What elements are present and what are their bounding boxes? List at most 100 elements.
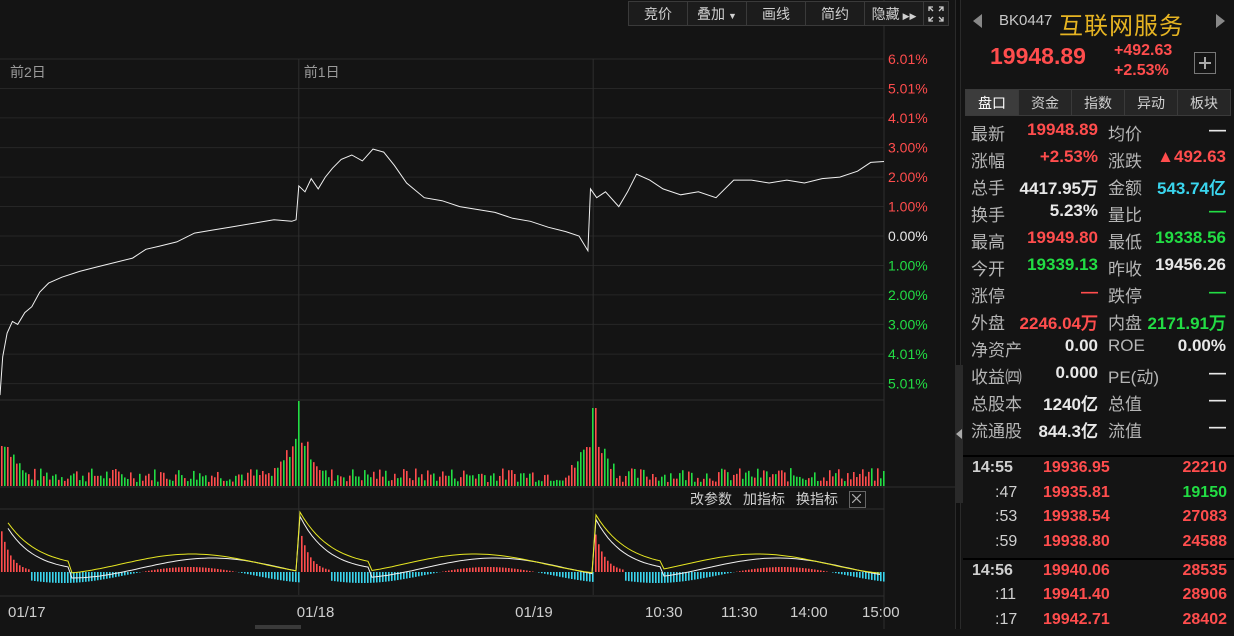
x-tick-label: 15:00 (862, 604, 900, 621)
volume-bar (154, 469, 156, 486)
volume-bar (715, 482, 717, 486)
macd-bar (241, 572, 243, 573)
macd-bar (154, 570, 156, 572)
quote-value: ▲492.63 (1157, 147, 1226, 167)
macd-bar (568, 572, 570, 578)
volume-bar (580, 452, 582, 486)
volume-bar (265, 474, 267, 486)
macd-bar (481, 567, 483, 572)
overlay-dropdown[interactable]: 叠加▼ (687, 1, 747, 26)
volume-bar (52, 476, 54, 486)
scroll-thumb[interactable] (255, 625, 301, 629)
volume-bar (475, 479, 477, 486)
tab-movement[interactable]: 异动 (1124, 89, 1178, 116)
macd-bar (802, 568, 804, 572)
macd-bar (700, 572, 702, 579)
volume-bar (721, 469, 723, 486)
panel-collapse-handle[interactable] (955, 365, 963, 503)
volume-bar (658, 481, 660, 486)
y-tick-label: 5.01% (888, 80, 928, 96)
volume-bar (214, 477, 216, 486)
volume-bar (769, 477, 771, 486)
volume-bar (598, 447, 600, 486)
macd-bar (448, 571, 450, 572)
fullscreen-button[interactable] (923, 1, 949, 26)
volume-bar (130, 472, 132, 486)
volume-bar (34, 469, 36, 486)
draw-line-button[interactable]: 画线 (746, 1, 806, 26)
next-arrow-icon[interactable] (1216, 14, 1225, 28)
volume-bar (322, 471, 324, 486)
indicator-line-dif (8, 516, 880, 578)
macd-bar (58, 572, 60, 583)
macd-bar (796, 568, 798, 572)
macd-bar (559, 572, 561, 577)
change-percent: +2.53% (1114, 61, 1172, 81)
macd-bar (868, 572, 870, 579)
intraday-chart[interactable]: 6.01%5.01%4.01%3.00%2.00%1.00%0.00%1.00%… (0, 0, 955, 629)
volume-bar (439, 477, 441, 486)
hide-button[interactable]: 隐藏▶▶ (864, 1, 924, 26)
volume-bar (58, 480, 60, 486)
previous-arrow-icon[interactable] (973, 14, 982, 28)
add-watchlist-button[interactable] (1194, 52, 1216, 74)
tab-capital[interactable]: 资金 (1018, 89, 1072, 116)
volume-bar (817, 481, 819, 486)
volume-bar (70, 475, 72, 486)
volume-bar (115, 469, 117, 486)
macd-bar (583, 572, 585, 581)
macd-bar (52, 572, 54, 583)
volume-bar (406, 471, 408, 486)
macd-bar (364, 572, 366, 583)
volume-bar (412, 480, 414, 486)
macd-bar (772, 567, 774, 572)
macd-bar (493, 567, 495, 572)
close-indicator-button[interactable] (849, 491, 866, 508)
volume-bar (532, 472, 534, 486)
macd-bar (436, 572, 438, 573)
macd-bar (613, 566, 615, 572)
volume-bar (457, 481, 459, 486)
volume-bar (400, 478, 402, 486)
macd-bar (256, 572, 258, 576)
volume-bar (142, 481, 144, 486)
y-tick-label: 1.00% (888, 199, 928, 215)
volume-bar (403, 469, 405, 486)
tab-sector[interactable]: 板块 (1177, 89, 1231, 116)
quote-label: 量比 (1108, 201, 1142, 226)
macd-bar (763, 568, 765, 572)
macd-bar (580, 572, 582, 580)
volume-bar (82, 476, 84, 486)
tab-order-book[interactable]: 盘口 (965, 89, 1019, 116)
volume-bar (220, 478, 222, 486)
volume-bar (583, 450, 585, 486)
y-tick-label: 4.01% (888, 110, 928, 126)
volume-bar (733, 475, 735, 486)
macd-bar (478, 567, 480, 572)
macd-bar (805, 568, 807, 572)
macd-bar (517, 569, 519, 572)
switch-indicator-button[interactable]: 换指标 (796, 489, 838, 509)
y-tick-label: 6.01% (888, 51, 928, 67)
simple-mode-button[interactable]: 简约 (805, 1, 865, 26)
macd-bar (604, 557, 606, 572)
day-label: 前2日 (10, 64, 46, 80)
volume-bar (181, 475, 183, 486)
auction-button[interactable]: 竞价 (628, 1, 688, 26)
y-tick-label: 2.00% (888, 169, 928, 185)
volume-bar (304, 446, 306, 486)
x-tick-label: 01/19 (515, 604, 553, 621)
add-indicator-button[interactable]: 加指标 (743, 489, 785, 509)
edit-params-button[interactable]: 改参数 (690, 489, 732, 509)
volume-bar (469, 476, 471, 486)
volume-bar (865, 476, 867, 486)
macd-bar (556, 572, 558, 576)
volume-bar (547, 475, 549, 486)
macd-bar (289, 572, 291, 581)
volume-bar (811, 477, 813, 486)
tab-index[interactable]: 指数 (1071, 89, 1125, 116)
volume-bar (247, 473, 249, 486)
macd-bar (880, 572, 882, 581)
